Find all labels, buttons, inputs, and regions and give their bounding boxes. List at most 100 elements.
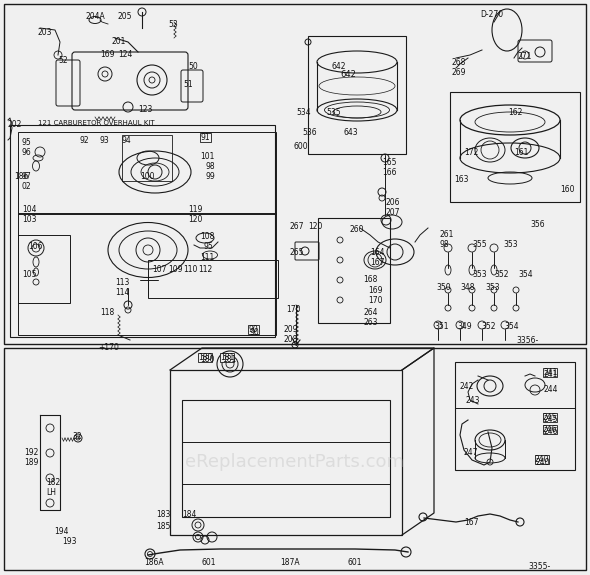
Text: 241: 241 [543,368,558,377]
Text: 167: 167 [464,518,478,527]
Text: 352: 352 [481,322,496,331]
Text: 354: 354 [504,322,519,331]
Bar [18,132,276,214]
Text: 95: 95 [22,138,32,147]
Text: 349: 349 [457,322,471,331]
Text: 170: 170 [286,305,300,314]
Bar [543,368,558,377]
Bar [18,213,276,335]
Text: 103: 103 [22,215,37,224]
Text: 600: 600 [294,142,309,151]
Text: 352: 352 [494,270,509,279]
Text: 123: 123 [138,105,152,114]
Text: 124: 124 [118,50,132,59]
Text: 246: 246 [543,425,558,434]
Text: 169: 169 [368,286,382,295]
Text: 241: 241 [543,370,558,379]
Text: 100: 100 [140,172,155,181]
Text: 99: 99 [205,172,215,181]
Bar [10,125,275,337]
Text: 194: 194 [54,527,68,536]
Text: 203: 203 [37,28,51,37]
Text: 170: 170 [368,296,382,305]
Text: 186: 186 [14,172,28,181]
Text: LH: LH [46,488,56,497]
Text: 244: 244 [543,385,558,394]
Text: 202: 202 [8,120,22,129]
Text: eReplacementParts.com: eReplacementParts.com [185,453,405,471]
Text: 642: 642 [340,70,356,79]
Text: 643: 643 [344,128,359,137]
Text: 350: 350 [436,283,451,292]
Text: 96: 96 [22,148,32,157]
Bar [148,260,278,298]
Text: 93: 93 [100,136,110,145]
Text: 02: 02 [22,182,32,191]
Text: 185: 185 [156,522,171,531]
Text: 240: 240 [535,455,549,464]
Text: 209: 209 [284,325,299,334]
Text: 3355-: 3355- [528,562,550,571]
Text: 263: 263 [363,318,378,327]
Bar [543,425,558,434]
Text: 92: 92 [80,136,90,145]
Text: 642: 642 [332,62,346,71]
Text: 165: 165 [382,158,396,167]
Text: D-270: D-270 [480,10,503,19]
Text: 261: 261 [440,230,454,239]
Text: 51: 51 [183,80,192,89]
Text: 247: 247 [464,448,478,457]
Bar [543,413,558,422]
Text: 204A: 204A [85,12,105,21]
Text: 112: 112 [198,265,212,274]
Text: 601: 601 [348,558,362,567]
Text: 98: 98 [440,240,450,249]
Text: 164: 164 [370,248,385,257]
Text: 260: 260 [350,225,365,234]
Bar [170,370,402,535]
Text: 108: 108 [200,232,214,241]
Text: 271: 271 [518,52,532,61]
Bar [18,235,70,303]
Bar [4,4,586,344]
Bar [200,133,211,142]
Text: 265: 265 [290,248,304,257]
Text: 181: 181 [220,353,234,362]
Text: 104: 104 [22,205,37,214]
Text: 91: 91 [201,133,210,142]
Text: 182: 182 [46,478,60,487]
Text: 354: 354 [518,270,533,279]
Text: 121 CARBURETOR OVERHAUL KIT: 121 CARBURETOR OVERHAUL KIT [38,120,155,126]
Text: 119: 119 [188,205,202,214]
Text: 98: 98 [205,162,215,171]
Text: 353: 353 [485,283,500,292]
Text: 192: 192 [24,448,38,457]
Text: 246: 246 [543,427,558,436]
Text: 53: 53 [168,20,178,29]
Text: 101: 101 [200,152,214,161]
Text: 169: 169 [100,50,114,59]
Bar [182,400,390,517]
Text: 105: 105 [22,270,37,279]
Bar [4,348,586,570]
Text: 167: 167 [370,258,385,267]
Text: 163: 163 [454,175,468,184]
Text: +170: +170 [98,343,119,352]
Text: 111: 111 [200,253,214,262]
Text: 351: 351 [434,322,448,331]
Text: 180: 180 [200,355,214,364]
Text: 601: 601 [202,558,217,567]
Text: 3356-: 3356- [516,336,538,345]
Bar [535,455,549,464]
Text: 245: 245 [543,413,558,422]
Bar [455,362,575,470]
Text: 187A: 187A [280,558,300,567]
Text: 189: 189 [24,458,38,467]
Text: 207: 207 [385,208,399,217]
Text: 353: 353 [472,270,487,279]
Bar [220,353,234,362]
Text: 269: 269 [452,68,467,77]
Bar [308,36,406,154]
Text: 348: 348 [460,283,474,292]
Text: 186A: 186A [144,558,163,567]
